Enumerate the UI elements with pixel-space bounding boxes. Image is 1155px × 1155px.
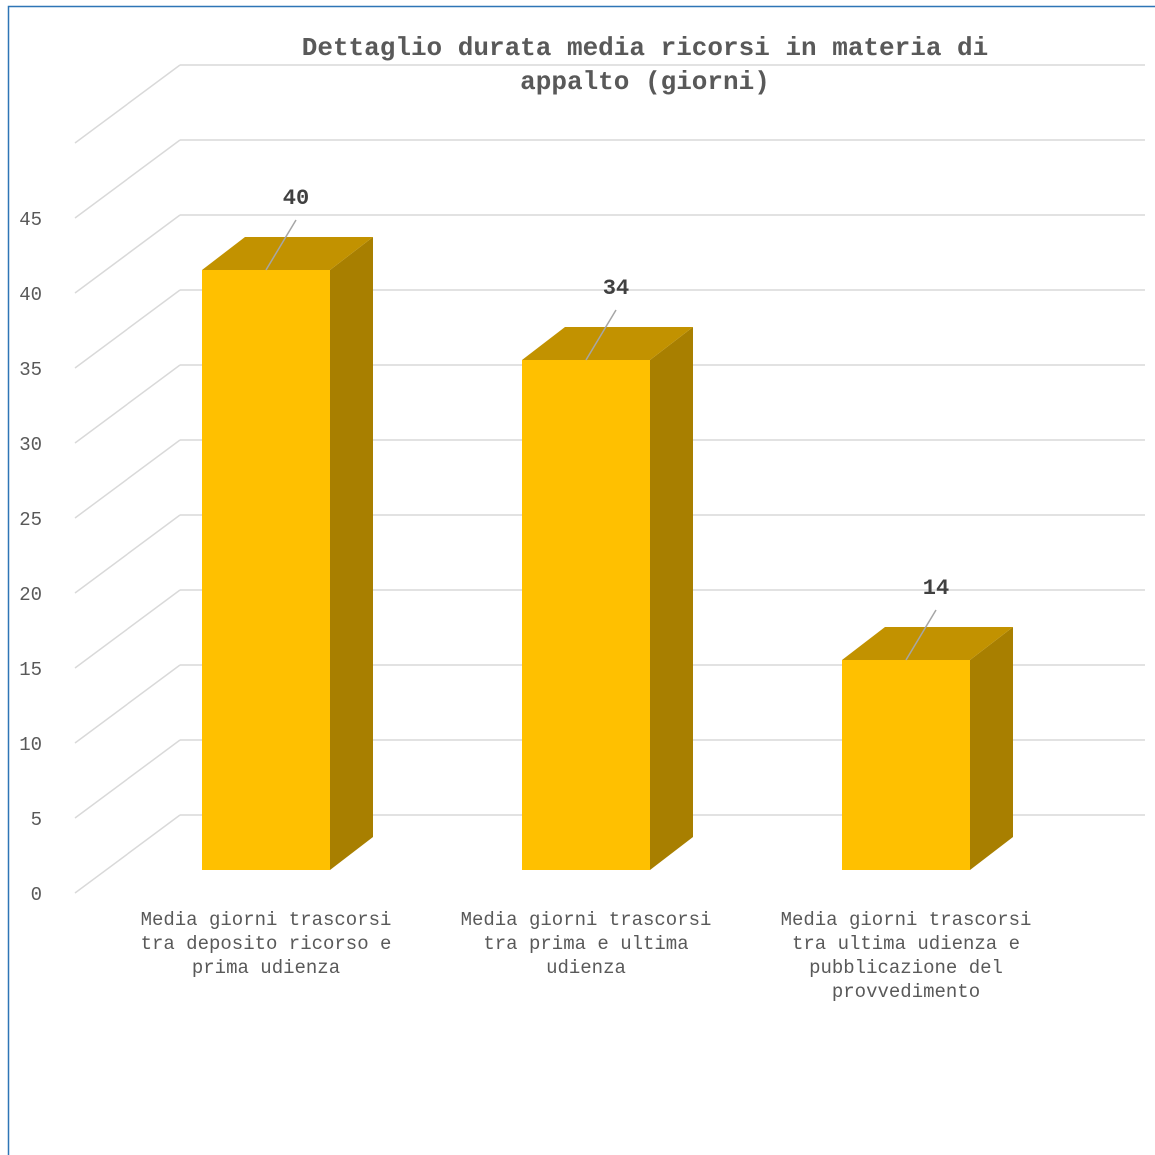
leader-line	[265, 219, 297, 271]
grid-line	[74, 589, 181, 669]
x-tick-label: Media giorni trascorsi tra deposito rico…	[140, 909, 392, 979]
grid-line	[74, 514, 181, 594]
bar-side	[970, 627, 1013, 870]
bar	[522, 360, 650, 870]
y-tick-label: 20	[19, 584, 42, 606]
y-tick-label: 0	[31, 884, 42, 906]
leader-line	[905, 609, 937, 661]
grid-line	[74, 814, 181, 894]
bar-side	[650, 327, 693, 870]
x-tick-label: Media giorni trascorsi tra ultima udienz…	[780, 909, 1032, 1003]
chart-frame	[7, 5, 1155, 1155]
y-tick-label: 35	[19, 359, 42, 381]
grid-line	[74, 739, 181, 819]
data-label: 40	[283, 186, 309, 211]
grid-line	[74, 289, 181, 369]
data-label: 14	[923, 576, 949, 601]
x-tick-label: Media giorni trascorsi tra prima e ultim…	[460, 909, 712, 979]
bar	[842, 660, 970, 870]
y-tick-label: 10	[19, 734, 42, 756]
bar-top	[842, 627, 1013, 660]
bar-top	[522, 327, 693, 360]
grid-line	[74, 664, 181, 744]
leader-line	[585, 309, 617, 361]
grid-line	[74, 364, 181, 444]
y-tick-label: 30	[19, 434, 42, 456]
grid-line	[74, 214, 181, 294]
data-label: 34	[603, 276, 629, 301]
bar	[202, 270, 330, 870]
y-tick-label: 40	[19, 284, 42, 306]
y-tick-label: 25	[19, 509, 42, 531]
y-tick-label: 5	[31, 809, 42, 831]
y-tick-label: 15	[19, 659, 42, 681]
bar-side	[330, 237, 373, 870]
chart-title: Dettaglio durata media ricorsi in materi…	[302, 33, 989, 97]
grid-line	[74, 139, 181, 219]
grid-line	[74, 439, 181, 519]
wall-top-edge	[74, 64, 181, 144]
y-tick-label: 45	[19, 209, 42, 231]
bar-top	[202, 237, 373, 270]
